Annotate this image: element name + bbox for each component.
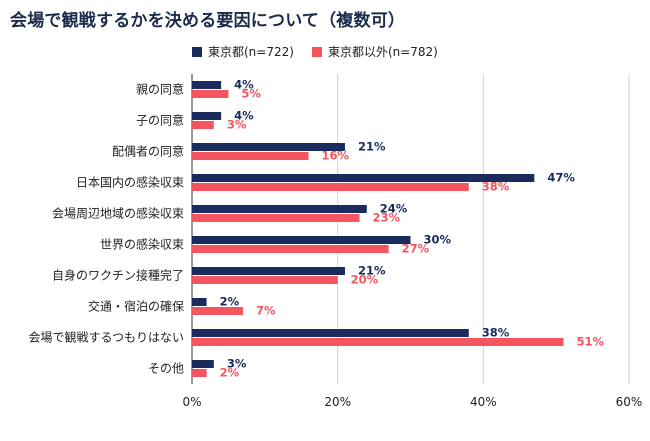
bar xyxy=(192,174,535,182)
category-label: 子の同意 xyxy=(136,113,184,128)
bar xyxy=(192,90,229,98)
legend: 東京都(n=722) 東京都以外(n=782) xyxy=(192,43,456,60)
data-label: 4% xyxy=(234,78,254,92)
bar xyxy=(192,214,360,222)
data-label: 23% xyxy=(373,211,401,225)
bar xyxy=(192,81,222,89)
data-label: 38% xyxy=(482,326,510,340)
x-tick-label: 40% xyxy=(470,395,497,409)
category-label: 自身のワクチン接種完了 xyxy=(52,268,184,283)
bar xyxy=(192,143,345,151)
legend-swatch-tokyo xyxy=(192,46,202,57)
x-tick-label: 60% xyxy=(616,395,643,409)
data-label: 3% xyxy=(227,357,247,371)
bar xyxy=(192,307,243,315)
legend-label-outside-tokyo: 東京都以外(n=782) xyxy=(327,45,438,59)
bar xyxy=(192,338,564,346)
data-label: 5% xyxy=(241,87,261,101)
data-label: 21% xyxy=(358,264,386,278)
data-label: 7% xyxy=(256,304,276,318)
legend-swatch-outside-tokyo xyxy=(311,46,322,57)
bar xyxy=(192,369,207,377)
category-label: 親の同意 xyxy=(136,82,184,97)
data-label: 30% xyxy=(424,233,452,247)
data-label: 38% xyxy=(482,180,510,194)
bar xyxy=(192,298,207,306)
x-tick-label: 20% xyxy=(324,395,351,409)
data-label: 24% xyxy=(380,202,408,216)
category-label: その他 xyxy=(148,362,184,376)
bar xyxy=(192,236,411,244)
bar xyxy=(192,245,389,253)
legend-label-tokyo: 東京都(n=722) xyxy=(208,45,294,59)
category-label: 会場周辺地域の感染収束 xyxy=(52,206,184,221)
data-label: 21% xyxy=(358,140,386,154)
data-label: 2% xyxy=(220,295,240,309)
category-label: 交通・宿泊の確保 xyxy=(88,299,184,314)
bar xyxy=(192,329,469,337)
category-label: 日本国内の感染収束 xyxy=(76,175,184,190)
x-tick-label: 0% xyxy=(182,395,201,409)
bar xyxy=(192,276,338,284)
bar xyxy=(192,205,367,213)
data-label: 3% xyxy=(227,118,247,132)
data-label: 2% xyxy=(220,366,240,380)
bar xyxy=(192,112,222,120)
data-label: 27% xyxy=(402,242,430,256)
bar xyxy=(192,183,469,191)
chart-title: 会場で観戦するかを決める要因について（複数可） xyxy=(10,11,406,31)
bar xyxy=(192,360,214,368)
data-label: 47% xyxy=(547,171,575,185)
data-label: 4% xyxy=(234,109,254,123)
category-label: 世界の感染収束 xyxy=(100,237,184,252)
data-label: 51% xyxy=(576,335,604,349)
legend-item-outside-tokyo: 東京都以外(n=782) xyxy=(311,43,438,60)
bar xyxy=(192,152,309,160)
data-label: 16% xyxy=(322,149,350,163)
legend-item-tokyo: 東京都(n=722) xyxy=(192,43,294,60)
category-label: 配偶者の同意 xyxy=(112,144,184,159)
bar xyxy=(192,267,345,275)
category-label: 会場で観戦するつもりはない xyxy=(28,331,184,345)
bar xyxy=(192,121,214,129)
data-label: 20% xyxy=(351,273,379,287)
